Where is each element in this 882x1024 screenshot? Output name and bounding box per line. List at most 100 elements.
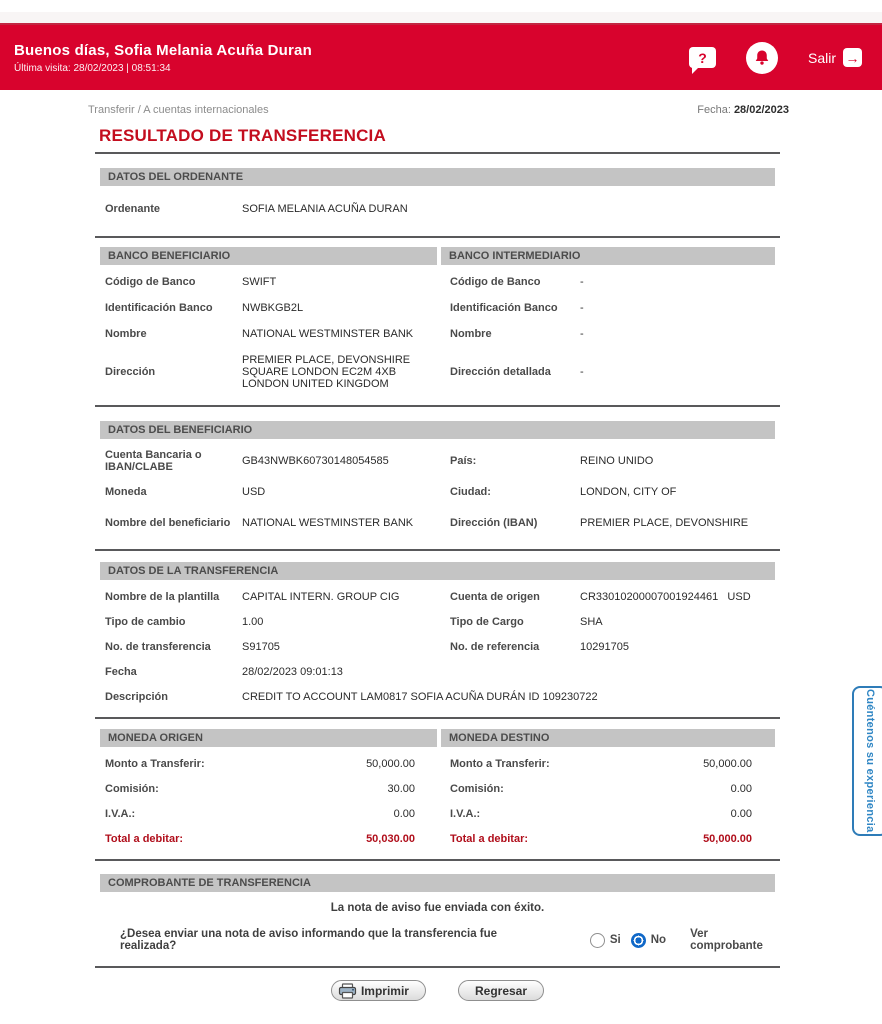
field-value: REINO UNIDO: [580, 455, 654, 467]
radio-yes[interactable]: [589, 932, 605, 948]
header-actions: ? Salir →: [688, 41, 868, 74]
print-label: Imprimir: [360, 983, 409, 998]
field-row: Descripción CREDIT TO ACCOUNT LAM0817 SO…: [95, 684, 780, 709]
header-greeting-block: Buenos días, Sofia Melania Acuña Duran Ú…: [14, 42, 312, 74]
breadcrumb[interactable]: Transferir / A cuentas internacionales: [88, 104, 269, 116]
field-value: SOFIA MELANIA ACUÑA DURAN: [242, 203, 408, 215]
field-value: 1.00: [242, 615, 264, 628]
section-transferencia-header: DATOS DE LA TRANSFERENCIA: [100, 562, 775, 580]
field-value: GB43NWBK60730148054585: [242, 455, 389, 467]
field-label: No. de transferencia: [105, 640, 211, 653]
field-label: Cuenta Bancaria o IBAN/CLABE: [105, 449, 202, 473]
header-top-accent: [0, 23, 882, 25]
field-value: -: [580, 366, 584, 378]
help-icon[interactable]: ?: [688, 47, 716, 74]
field-value: 28/02/2023 09:01:13: [242, 665, 343, 678]
section-moneda-destino-header: MONEDA DESTINO: [441, 729, 775, 747]
top-band: [0, 12, 882, 23]
field-label: Nombre de la plantilla: [105, 590, 220, 603]
field-label: Cuenta de origen: [450, 590, 540, 603]
field-label: Moneda: [105, 486, 147, 498]
field-label: No. de referencia: [450, 640, 540, 653]
bell-icon: [755, 49, 769, 65]
page-date-label: Fecha:: [697, 104, 734, 116]
field-row: Dirección PREMIER PLACE, DEVONSHIRE SQUA…: [95, 347, 780, 397]
section-beneficiario: DATOS DEL BENEFICIARIO Cuenta Bancaria o…: [95, 407, 780, 549]
amount-label: I.V.A.:: [105, 807, 136, 820]
footer-buttons: Imprimir Regresar: [95, 980, 780, 1001]
divider: [95, 717, 780, 719]
page-date-value: 28/02/2023: [733, 104, 789, 116]
field-value: SHA: [580, 615, 603, 628]
field-value: CR33010200007001924461 USD: [580, 590, 751, 603]
amount-label: Comisión:: [105, 782, 159, 795]
field-label: Nombre del beneficiario: [105, 517, 231, 529]
radio-no[interactable]: [630, 932, 646, 948]
field-value: CREDIT TO ACCOUNT LAM0817 SOFIA ACUÑA DU…: [242, 690, 598, 703]
field-label: País:: [450, 455, 477, 467]
notifications-button[interactable]: [745, 41, 778, 74]
feedback-tab[interactable]: Cuéntenos su experiencia: [852, 686, 882, 836]
field-label: Dirección: [105, 366, 156, 378]
success-message: La nota de aviso fue enviada con éxito.: [330, 902, 545, 914]
field-value: SWIFT: [242, 276, 277, 288]
section-banco-intermediario-header: BANCO INTERMEDIARIO: [441, 247, 775, 265]
notice-question: ¿Desea enviar una nota de aviso informan…: [120, 928, 498, 952]
amount-value: 30.00: [387, 782, 415, 795]
field-label: Descripción: [105, 690, 168, 703]
help-glyph: ?: [698, 49, 707, 66]
field-row: Nombre de la plantilla CAPITAL INTERN. G…: [95, 584, 780, 609]
field-value: PREMIER PLACE, DEVONSHIRE: [580, 517, 749, 529]
field-label: Dirección (IBAN): [450, 517, 538, 529]
logout-label: Salir: [807, 49, 836, 66]
field-row: Nombre del beneficiario NATIONAL WESTMIN…: [95, 505, 780, 541]
logout-button[interactable]: Salir →: [808, 48, 862, 67]
field-row: Identificación Banco NWBKGB2L Identifica…: [95, 295, 780, 321]
field-value: -: [580, 328, 584, 340]
field-label: Tipo de cambio: [105, 615, 186, 628]
view-receipt-link[interactable]: Ver comprobante: [690, 928, 763, 952]
section-transferencia: DATOS DE LA TRANSFERENCIA Nombre de la p…: [95, 551, 780, 717]
field-value: LONDON, CITY OF: [580, 486, 677, 498]
amount-label: I.V.A.:: [450, 807, 481, 820]
amount-label: Monto a Transferir:: [450, 757, 550, 770]
section-beneficiario-header: DATOS DEL BENEFICIARIO: [100, 421, 775, 439]
section-ordenante-header: DATOS DEL ORDENANTE: [100, 168, 775, 186]
field-label: Tipo de Cargo: [450, 615, 524, 628]
amount-value: 0.00: [393, 807, 415, 820]
total-value: 50,030.00: [366, 832, 415, 845]
amount-row: I.V.A.: 0.00 I.V.A.: 0.00: [95, 801, 780, 826]
greeting-text: Buenos días, Sofia Melania Acuña Duran: [14, 41, 312, 59]
field-label: Identificación Banco: [105, 302, 213, 314]
app-header: Buenos días, Sofia Melania Acuña Duran Ú…: [0, 25, 882, 90]
main-content: RESULTADO DE TRANSFERENCIA DATOS DEL ORD…: [95, 126, 780, 1001]
amount-value: 50,000.00: [703, 757, 752, 770]
field-value: NWBKGB2L: [242, 302, 304, 314]
page-date: Fecha: 28/02/2023: [697, 104, 789, 116]
amount-label: Comisión:: [450, 782, 504, 795]
radio-no-label: No: [650, 934, 667, 946]
page-title: RESULTADO DE TRANSFERENCIA: [99, 126, 386, 145]
back-button[interactable]: Regresar: [457, 980, 545, 1001]
print-button[interactable]: Imprimir: [330, 980, 426, 1001]
field-row: Tipo de cambio 1.00 Tipo de Cargo SHA: [95, 609, 780, 634]
logout-arrow-icon: →: [843, 48, 862, 67]
field-value: 10291705: [580, 640, 629, 653]
field-row: Nombre NATIONAL WESTMINSTER BANK Nombre …: [95, 321, 780, 347]
field-value: USD: [242, 486, 266, 498]
divider: [95, 549, 780, 551]
field-value: S91705: [242, 640, 280, 653]
field-label: Dirección detallada: [450, 366, 551, 378]
divider: [95, 859, 780, 861]
field-label: Fecha: [105, 665, 137, 678]
section-comprobante: COMPROBANTE DE TRANSFERENCIA La nota de …: [95, 861, 780, 952]
field-label: Ciudad:: [450, 486, 491, 498]
total-label: Total a debitar:: [105, 832, 184, 845]
field-label: Código de Banco: [105, 276, 196, 288]
section-banco-beneficiario-header: BANCO BENEFICIARIO: [100, 247, 437, 265]
field-label: Código de Banco: [450, 276, 541, 288]
last-visit-text: Última visita: 28/02/2023 | 08:51:34: [14, 62, 171, 74]
total-label: Total a debitar:: [450, 832, 529, 845]
field-label: Ordenante: [105, 203, 161, 215]
divider: [95, 966, 780, 968]
